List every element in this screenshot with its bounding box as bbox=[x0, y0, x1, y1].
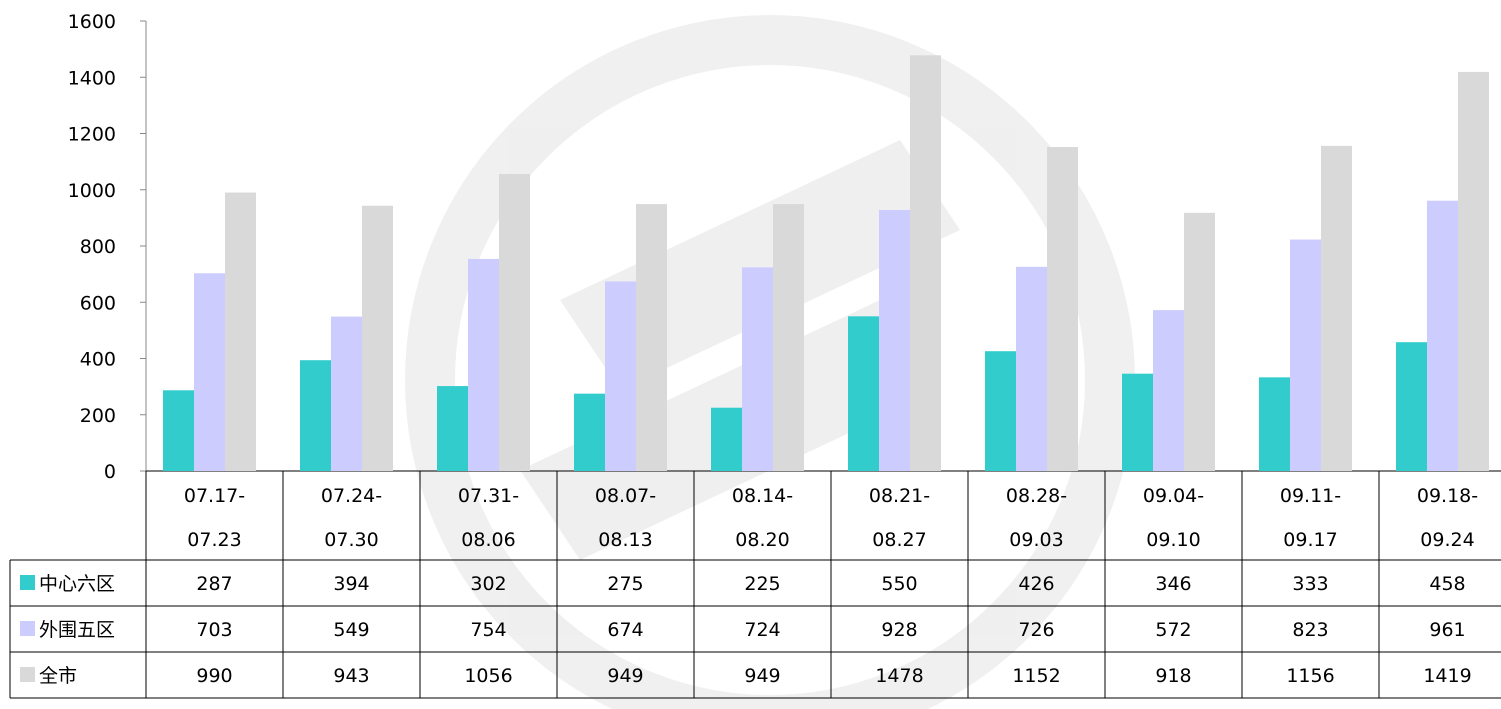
bar bbox=[163, 390, 194, 471]
series-label: 全市 bbox=[39, 665, 77, 687]
data-label: 703 bbox=[196, 619, 232, 641]
y-tick-label: 1000 bbox=[68, 180, 116, 202]
data-label: 949 bbox=[744, 665, 780, 687]
x-tick-label: 07.24- bbox=[321, 485, 382, 507]
bar bbox=[1122, 373, 1153, 471]
data-label: 928 bbox=[881, 619, 917, 641]
bar bbox=[1458, 71, 1489, 471]
bar bbox=[1184, 212, 1215, 471]
data-label: 1478 bbox=[875, 665, 923, 687]
x-tick-label: 08.20 bbox=[735, 529, 789, 551]
x-tick-label: 08.14- bbox=[732, 485, 793, 507]
x-tick-label: 08.07- bbox=[595, 485, 656, 507]
x-tick-label: 08.21- bbox=[869, 485, 930, 507]
bar bbox=[194, 273, 225, 471]
data-label: 754 bbox=[470, 619, 506, 641]
y-tick-label: 1600 bbox=[68, 11, 116, 33]
bar bbox=[711, 407, 742, 471]
x-tick-label: 09.10 bbox=[1146, 529, 1200, 551]
x-tick-label: 09.03 bbox=[1009, 529, 1063, 551]
data-table: 07.17- 07.23 07.24- 07.30 07.31- 08.06 08.07- 0… bbox=[9, 471, 1501, 699]
data-label: 333 bbox=[1292, 573, 1328, 595]
data-label: 990 bbox=[196, 665, 232, 687]
data-label: 724 bbox=[744, 619, 780, 641]
bar bbox=[362, 205, 393, 471]
y-tick-label: 800 bbox=[80, 236, 116, 258]
x-tick-label: 07.17- bbox=[184, 485, 245, 507]
x-tick-label: 08.13 bbox=[598, 529, 652, 551]
data-label: 1056 bbox=[464, 665, 512, 687]
legend-swatch bbox=[20, 621, 35, 636]
bar bbox=[1259, 377, 1290, 471]
data-label: 302 bbox=[470, 573, 506, 595]
data-label: 394 bbox=[333, 573, 369, 595]
plot-area: 0 200 400 600 800 1000 1200 1400 1600 bbox=[68, 11, 1501, 483]
bar bbox=[605, 281, 636, 471]
legend-swatch bbox=[20, 667, 35, 682]
bar bbox=[1016, 266, 1047, 471]
data-label: 918 bbox=[1155, 665, 1191, 687]
bar bbox=[636, 204, 667, 471]
x-tick-label: 09.11- bbox=[1280, 485, 1341, 507]
x-tick-label: 08.27 bbox=[872, 529, 926, 551]
bar bbox=[1153, 310, 1184, 471]
bar bbox=[742, 267, 773, 471]
x-tick-label: 07.31- bbox=[458, 485, 519, 507]
bar bbox=[879, 210, 910, 471]
x-tick-label: 07.23 bbox=[187, 529, 241, 551]
data-label: 458 bbox=[1429, 573, 1465, 595]
data-label: 287 bbox=[196, 573, 232, 595]
data-label: 346 bbox=[1155, 573, 1191, 595]
x-tick-label: 09.18- bbox=[1417, 485, 1478, 507]
data-label: 572 bbox=[1155, 619, 1191, 641]
legend-swatch bbox=[20, 575, 35, 590]
data-label: 726 bbox=[1018, 619, 1054, 641]
x-tick-label: 07.30 bbox=[324, 529, 378, 551]
data-label: 961 bbox=[1429, 619, 1465, 641]
bar bbox=[1396, 342, 1427, 471]
bar bbox=[331, 316, 362, 471]
bar bbox=[300, 360, 331, 471]
data-label: 674 bbox=[607, 619, 643, 641]
bar bbox=[1290, 239, 1321, 471]
y-tick-label: 600 bbox=[80, 292, 116, 314]
data-label: 1419 bbox=[1423, 665, 1471, 687]
y-tick-label: 400 bbox=[80, 349, 116, 371]
data-label: 426 bbox=[1018, 573, 1054, 595]
x-tick-label: 09.17 bbox=[1283, 529, 1337, 551]
series-label: 外围五区 bbox=[39, 619, 115, 641]
bar bbox=[1321, 145, 1352, 471]
data-label: 225 bbox=[744, 573, 780, 595]
data-label: 549 bbox=[333, 619, 369, 641]
y-tick-label: 1400 bbox=[68, 67, 116, 89]
bar bbox=[468, 258, 499, 471]
x-tick-label: 09.24 bbox=[1420, 529, 1474, 551]
bar bbox=[773, 204, 804, 471]
bar bbox=[437, 386, 468, 471]
data-label: 1152 bbox=[1012, 665, 1060, 687]
y-tick-label: 1200 bbox=[68, 124, 116, 146]
bar bbox=[1047, 147, 1078, 471]
series-label: 中心六区 bbox=[39, 573, 115, 595]
bar bbox=[574, 393, 605, 471]
bar bbox=[985, 351, 1016, 471]
data-label: 943 bbox=[333, 665, 369, 687]
bar bbox=[910, 55, 941, 471]
y-tick-label: 0 bbox=[104, 461, 116, 483]
data-label: 1156 bbox=[1286, 665, 1334, 687]
bar bbox=[499, 174, 530, 471]
data-label: 949 bbox=[607, 665, 643, 687]
data-label: 823 bbox=[1292, 619, 1328, 641]
data-label: 550 bbox=[881, 573, 917, 595]
x-tick-label: 08.28- bbox=[1006, 485, 1067, 507]
bar bbox=[225, 192, 256, 471]
bar bbox=[1427, 200, 1458, 471]
x-tick-label: 08.06 bbox=[461, 529, 515, 551]
x-tick-label: 09.04- bbox=[1143, 485, 1204, 507]
bar bbox=[848, 316, 879, 471]
data-label: 275 bbox=[607, 573, 643, 595]
y-tick-label: 200 bbox=[80, 405, 116, 427]
